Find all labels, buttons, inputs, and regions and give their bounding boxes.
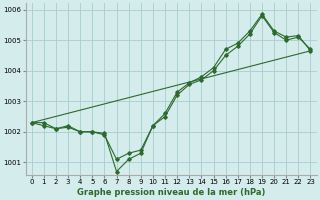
X-axis label: Graphe pression niveau de la mer (hPa): Graphe pression niveau de la mer (hPa) xyxy=(77,188,265,197)
